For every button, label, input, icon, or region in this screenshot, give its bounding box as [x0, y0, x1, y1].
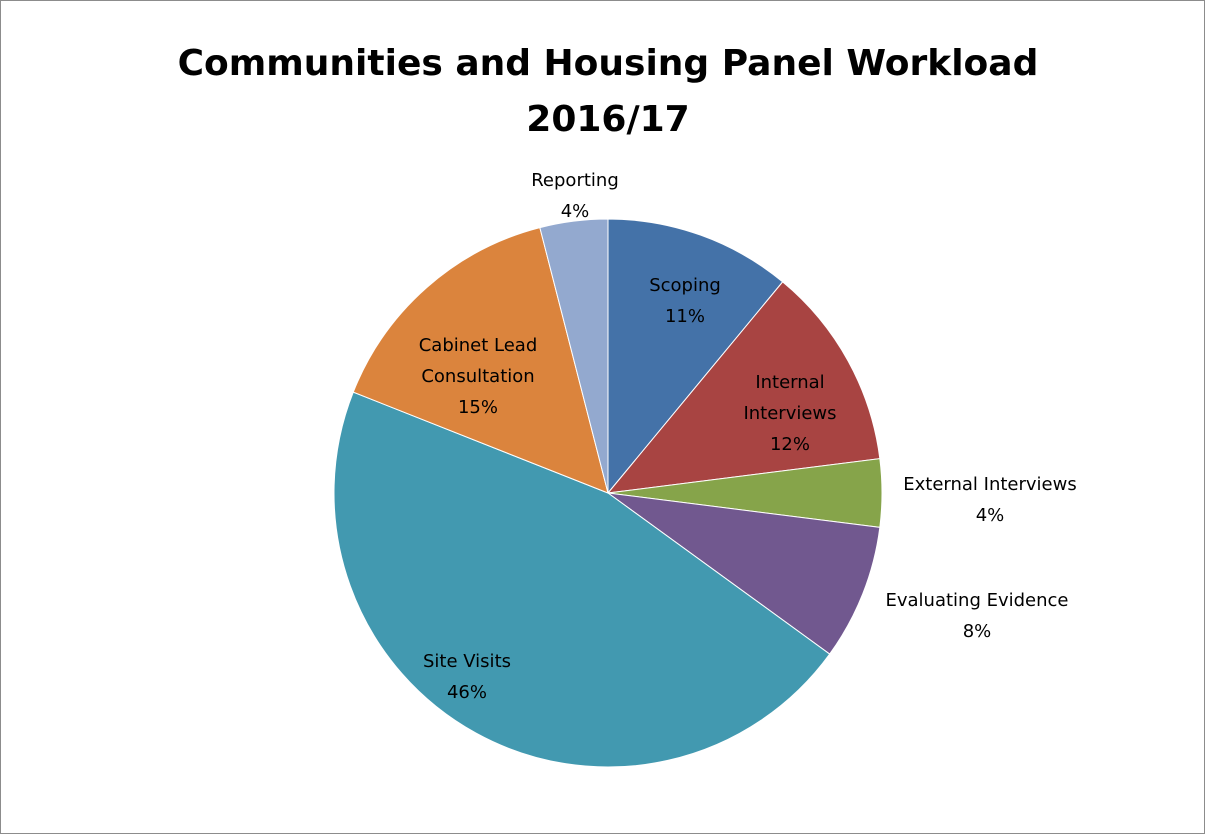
pie-slice-cabinet-lead-consultation — [352, 227, 609, 494]
pie-slice-site-visits — [333, 391, 831, 768]
data-label-external-interviews: External Interviews 4% — [903, 474, 1076, 526]
chart-title-line-2: 2016/17 — [526, 99, 690, 140]
data-label-reporting: Reporting 4% — [531, 170, 619, 222]
data-label-site-visits: Site Visits 46% — [423, 651, 511, 703]
pie-slice-evaluating-evidence — [607, 492, 881, 655]
data-label-cabinet-lead-consultation: Cabinet Lead Consultation 15% — [419, 335, 538, 418]
chart-title-line-1: Communities and Housing Panel Workload — [177, 43, 1039, 84]
pie-slice-reporting — [539, 218, 609, 494]
data-label-scoping: Scoping 11% — [649, 275, 721, 327]
pie-slice-scoping — [607, 218, 784, 495]
chart-title: Communities and Housing Panel Workload 2… — [0, 36, 1205, 148]
pie-slice-internal-interviews — [606, 281, 881, 494]
data-label-internal-interviews: Internal Interviews 12% — [743, 372, 836, 455]
data-label-evaluating-evidence: Evaluating Evidence 8% — [885, 590, 1068, 642]
